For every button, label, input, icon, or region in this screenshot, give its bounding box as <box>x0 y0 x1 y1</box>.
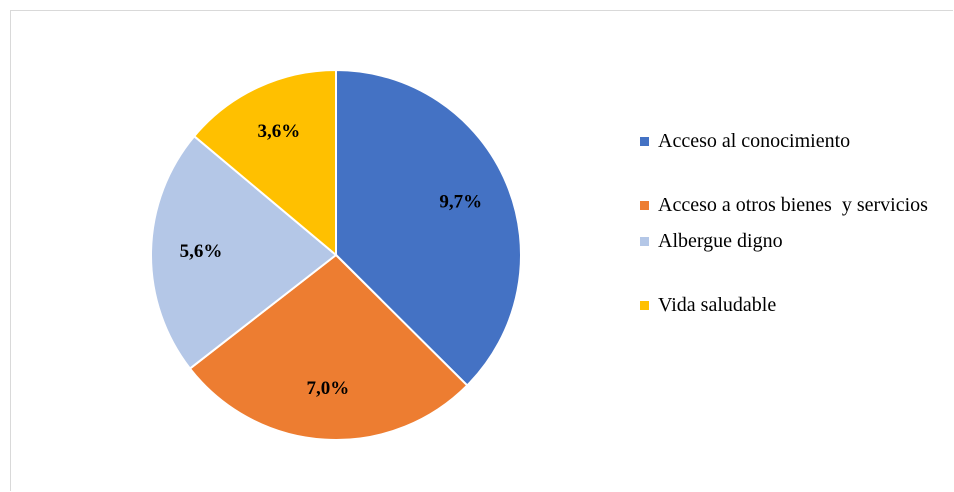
legend-item: Acceso a otros bienes y servicios <box>640 190 930 220</box>
data-label: 7,0% <box>306 378 349 399</box>
legend-label: Albergue digno <box>658 230 783 252</box>
legend-item: Albergue digno <box>640 226 930 256</box>
data-label: 3,6% <box>258 121 301 142</box>
data-label: 5,6% <box>180 241 223 262</box>
legend-swatch <box>640 301 649 310</box>
legend-swatch <box>640 137 649 146</box>
legend-label: Acceso a otros bienes y servicios <box>658 194 928 216</box>
legend-item: Acceso al conocimiento <box>640 126 930 156</box>
legend-label: Acceso al conocimiento <box>658 130 851 152</box>
pie-slice <box>150 134 338 370</box>
legend-swatch <box>640 237 649 246</box>
pie-slice <box>188 253 469 441</box>
legend-swatch <box>640 201 649 210</box>
pie-slice <box>335 68 522 387</box>
legend-label: Vida saludable <box>658 294 777 316</box>
pie-slice <box>192 68 337 258</box>
legend-item: Vida saludable <box>640 290 930 320</box>
data-label: 9,7% <box>439 191 482 212</box>
legend: Acceso al conocimiento Acceso a otros bie… <box>640 126 930 320</box>
chart-frame <box>10 10 953 491</box>
